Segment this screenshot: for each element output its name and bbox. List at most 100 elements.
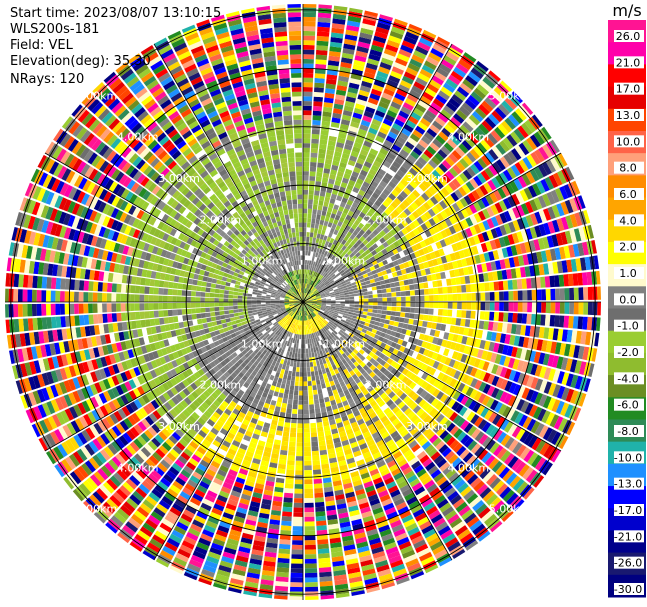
gate-cell (304, 306, 306, 312)
gate-cell (307, 343, 311, 349)
gate-cell (473, 391, 483, 402)
gate-cell (216, 396, 224, 404)
gate-cell (325, 331, 330, 336)
gate-cell (418, 347, 426, 355)
gate-cell (385, 44, 399, 53)
gate-cell (536, 181, 546, 194)
gate-cell (500, 450, 511, 463)
gate-cell (437, 316, 443, 323)
gate-cell (455, 241, 463, 251)
gate-cell (361, 225, 369, 233)
gate-cell (378, 66, 391, 75)
gate-cell (316, 257, 320, 263)
gate-cell (330, 281, 336, 286)
gate-cell (372, 294, 378, 298)
gate-cell (364, 435, 373, 443)
gate-cell (488, 113, 500, 126)
gate-cell (345, 214, 352, 221)
gate-cell (361, 510, 373, 519)
gate-cell (276, 325, 282, 330)
gate-cell (252, 398, 260, 405)
gate-cell (306, 222, 311, 228)
gate-cell (148, 455, 160, 466)
gate-cell (323, 250, 329, 256)
gate-cell (217, 448, 227, 457)
gate-cell (501, 120, 513, 133)
gate-cell (310, 307, 314, 312)
gate-cell (350, 150, 359, 158)
gate-cell (438, 346, 446, 355)
gate-cell (320, 276, 325, 281)
gate-cell (196, 484, 208, 494)
gate-cell (317, 543, 329, 550)
gate-cell (390, 489, 401, 498)
gate-cell (356, 541, 369, 549)
gate-cell (524, 119, 537, 133)
gate-cell (442, 173, 452, 184)
gate-cell (109, 475, 122, 488)
gate-cell (463, 52, 477, 63)
gate-cell (568, 244, 576, 258)
gate-cell (473, 480, 485, 492)
gate-cell (363, 291, 368, 296)
gate-cell (513, 178, 523, 191)
gate-cell (292, 338, 296, 344)
gate-cell (339, 278, 345, 283)
gate-cell (183, 397, 192, 406)
gate-cell (153, 507, 166, 518)
gate-cell (305, 250, 308, 256)
gate-cell (395, 454, 405, 464)
gate-cell (217, 385, 225, 393)
gate-cell (336, 503, 347, 510)
gate-cell (405, 329, 412, 336)
gate-cell (403, 554, 418, 564)
gate-cell (280, 322, 285, 327)
gate-cell (450, 116, 462, 128)
gate-cell (279, 338, 284, 344)
gate-cell (253, 540, 265, 547)
gate-cell (347, 274, 353, 279)
gate-cell (503, 393, 513, 405)
gate-cell (378, 276, 385, 281)
gate-cell (375, 350, 382, 357)
gate-cell (251, 370, 258, 377)
gate-cell (286, 331, 290, 337)
gate-cell (308, 308, 313, 313)
gate-cell (484, 513, 497, 526)
gate-cell (428, 52, 442, 63)
gate-cell (439, 480, 451, 491)
gate-cell (303, 414, 310, 419)
gate-cell (331, 331, 337, 337)
gate-cell (416, 361, 424, 369)
gate-cell (410, 571, 425, 580)
gate-cell (306, 315, 309, 320)
gate-cell (334, 310, 340, 314)
gate-cell (508, 357, 516, 369)
gate-cell (406, 273, 413, 279)
gate-cell (273, 439, 282, 446)
gate-cell (282, 339, 286, 345)
gate-cell (508, 114, 520, 127)
gate-cell (319, 398, 325, 404)
gate-cell (180, 451, 191, 461)
gate-cell (313, 105, 323, 112)
gate-cell (341, 57, 353, 64)
gate-cell (340, 297, 345, 300)
gate-cell (185, 406, 194, 415)
gate-cell (284, 422, 291, 428)
gate-cell (309, 232, 314, 238)
gate-cell (202, 529, 215, 538)
gate-cell (508, 257, 516, 268)
gate-cell (325, 317, 331, 321)
gate-cell (320, 186, 327, 193)
gate-cell (303, 367, 307, 373)
gate-cell (326, 509, 337, 516)
gate-cell (299, 306, 302, 311)
gate-cell (449, 252, 457, 261)
gate-cell (353, 242, 359, 249)
gate-cell (327, 60, 340, 67)
gate-cell (447, 262, 454, 270)
gate-cell (548, 327, 554, 340)
gate-cell (311, 297, 317, 300)
gate-cell (530, 151, 541, 165)
